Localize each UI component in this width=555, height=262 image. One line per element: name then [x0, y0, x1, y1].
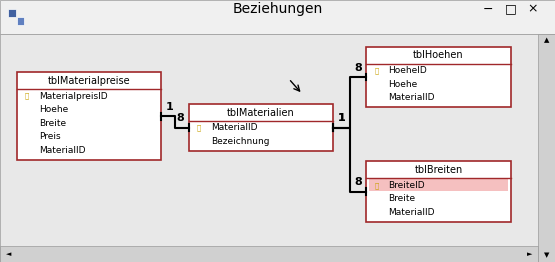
Bar [0, 0, 555, 34]
Text: Bezeichnung: Bezeichnung [211, 137, 269, 146]
Text: 1: 1 [337, 113, 345, 123]
Text: 8: 8 [176, 113, 184, 123]
Text: 🔑: 🔑 [197, 125, 201, 131]
Text: MaterialpreisID: MaterialpreisID [39, 92, 108, 101]
Bar [17, 72, 161, 160]
Text: tblMaterialpreise: tblMaterialpreise [48, 76, 130, 86]
Text: Breite: Breite [388, 194, 416, 203]
Bar [0, 34, 555, 262]
Text: 🔑: 🔑 [25, 93, 29, 99]
Text: 1: 1 [165, 102, 173, 112]
Text: ▼: ▼ [544, 253, 549, 258]
Text: 🔑: 🔑 [375, 182, 379, 189]
Text: HoeheID: HoeheID [388, 66, 427, 75]
Text: Hoehe: Hoehe [39, 105, 68, 114]
Text: □: □ [504, 3, 517, 16]
Text: −: − [483, 3, 493, 16]
Bar [538, 34, 555, 262]
Text: MaterialID: MaterialID [39, 146, 85, 155]
Text: 8: 8 [354, 63, 362, 73]
Bar [369, 179, 508, 191]
Bar [0, 246, 538, 262]
Text: MaterialID: MaterialID [388, 208, 435, 217]
Text: tblMaterialien: tblMaterialien [227, 108, 295, 118]
Text: 🔑: 🔑 [375, 67, 379, 74]
Text: Beziehungen: Beziehungen [233, 2, 322, 16]
Bar [366, 161, 511, 222]
Text: 1: 1 [337, 113, 345, 123]
Bar [366, 47, 511, 107]
Text: 8: 8 [354, 177, 362, 188]
Text: MaterialID: MaterialID [388, 93, 435, 102]
Text: tblHoehen: tblHoehen [413, 50, 464, 60]
Text: ▲: ▲ [544, 38, 549, 43]
Text: BreiteID: BreiteID [388, 181, 425, 190]
Text: MaterialID: MaterialID [211, 123, 258, 132]
Text: Preis: Preis [39, 133, 60, 141]
Bar [189, 104, 333, 151]
Text: ×: × [528, 3, 538, 16]
Text: tblBreiten: tblBreiten [415, 165, 462, 175]
Text: Breite: Breite [39, 119, 66, 128]
Text: ►: ► [527, 251, 533, 257]
Text: Hoehe: Hoehe [388, 80, 418, 89]
Text: ◄: ◄ [6, 251, 11, 257]
